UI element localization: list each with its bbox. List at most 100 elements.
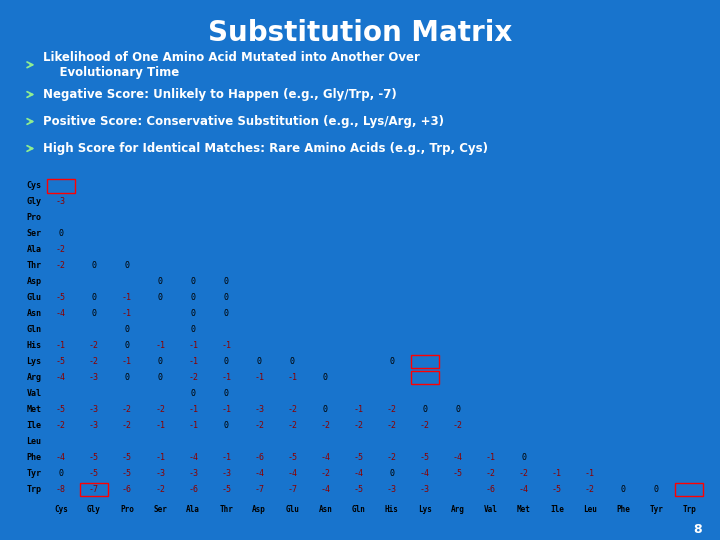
Text: -5: -5	[56, 357, 66, 366]
Text: 1: 1	[91, 325, 96, 334]
Text: 6: 6	[588, 437, 593, 446]
Text: -2: -2	[155, 485, 165, 494]
Text: Gln: Gln	[351, 504, 366, 514]
Text: 4: 4	[488, 421, 493, 430]
Text: 0: 0	[191, 293, 196, 302]
Text: 2: 2	[257, 325, 262, 334]
Text: Trp: Trp	[27, 485, 42, 494]
Text: 4: 4	[488, 389, 493, 399]
Text: 0: 0	[224, 421, 229, 430]
Text: His: His	[384, 504, 398, 514]
Text: Ala: Ala	[27, 245, 42, 254]
Text: -2: -2	[354, 421, 364, 430]
Text: 1: 1	[91, 389, 96, 399]
Text: 2: 2	[389, 437, 394, 446]
Text: -5: -5	[122, 453, 132, 462]
Text: 1: 1	[158, 261, 163, 271]
Text: -1: -1	[188, 405, 198, 414]
Text: -2: -2	[320, 421, 330, 430]
Text: 6: 6	[389, 341, 394, 350]
Text: 8: 8	[693, 523, 702, 536]
Text: 1: 1	[158, 309, 163, 319]
Text: 3: 3	[224, 261, 229, 271]
Text: 1: 1	[125, 389, 130, 399]
Text: 0: 0	[290, 357, 295, 366]
Text: Met: Met	[517, 504, 531, 514]
Text: 2: 2	[58, 389, 63, 399]
Text: 0: 0	[125, 341, 130, 350]
Text: 0: 0	[158, 373, 163, 382]
Text: 0: 0	[323, 405, 328, 414]
Text: 1: 1	[158, 230, 163, 239]
Text: -1: -1	[56, 341, 66, 350]
Text: 0: 0	[191, 309, 196, 319]
Text: 6: 6	[521, 405, 526, 414]
Text: -1: -1	[155, 421, 165, 430]
Text: -2: -2	[420, 421, 430, 430]
Text: -2: -2	[287, 421, 297, 430]
Text: -5: -5	[552, 485, 562, 494]
Text: 3: 3	[58, 213, 63, 222]
Text: 1: 1	[356, 373, 361, 382]
Text: -2: -2	[89, 341, 99, 350]
Text: Val: Val	[484, 504, 498, 514]
Text: Arg: Arg	[451, 504, 464, 514]
Text: -1: -1	[155, 453, 165, 462]
Text: -4: -4	[287, 469, 297, 478]
Text: 5: 5	[422, 357, 427, 366]
Text: High Score for Identical Matches: Rare Amino Acids (e.g., Trp, Cys): High Score for Identical Matches: Rare A…	[43, 142, 488, 155]
Text: Cys: Cys	[27, 181, 42, 191]
Text: 3: 3	[158, 437, 163, 446]
Text: 5: 5	[58, 278, 63, 286]
Text: 1: 1	[356, 357, 361, 366]
Text: 3: 3	[323, 437, 328, 446]
Text: -4: -4	[320, 453, 330, 462]
Text: Likelihood of One Amino Acid Mutated into Another Over
    Evolutionary Time: Likelihood of One Amino Acid Mutated int…	[43, 51, 420, 79]
Text: 2: 2	[323, 389, 328, 399]
Text: Asp: Asp	[252, 504, 266, 514]
Text: Ser: Ser	[153, 504, 167, 514]
Text: -2: -2	[519, 469, 528, 478]
Text: -4: -4	[453, 453, 463, 462]
Text: -2: -2	[56, 261, 66, 271]
Text: -6: -6	[122, 485, 132, 494]
Text: Asp: Asp	[27, 278, 42, 286]
Text: -2: -2	[155, 405, 165, 414]
Text: 2: 2	[389, 389, 394, 399]
Text: -3: -3	[89, 373, 99, 382]
Text: 2: 2	[191, 437, 196, 446]
Text: Asn: Asn	[27, 309, 42, 319]
Text: 1: 1	[554, 453, 559, 462]
Text: -2: -2	[122, 405, 132, 414]
Text: -3: -3	[89, 405, 99, 414]
Text: 3: 3	[422, 373, 427, 382]
Text: -5: -5	[89, 469, 99, 478]
Text: -5: -5	[420, 453, 430, 462]
Text: 1: 1	[191, 261, 196, 271]
Text: -2: -2	[188, 373, 198, 382]
Text: 2: 2	[455, 389, 460, 399]
Text: 1: 1	[290, 309, 295, 319]
Text: 6: 6	[125, 213, 130, 222]
Text: 10: 10	[651, 469, 661, 478]
Text: Ile: Ile	[27, 421, 42, 430]
Text: 1: 1	[323, 357, 328, 366]
Text: -5: -5	[354, 453, 364, 462]
Text: 2: 2	[455, 485, 460, 494]
Text: -2: -2	[122, 421, 132, 430]
Text: -1: -1	[155, 341, 165, 350]
Text: Leu: Leu	[583, 504, 597, 514]
Text: 0: 0	[422, 405, 427, 414]
Text: -6: -6	[254, 453, 264, 462]
Text: -1: -1	[552, 469, 562, 478]
Text: 1: 1	[158, 325, 163, 334]
Text: 4: 4	[257, 437, 262, 446]
Text: 5: 5	[554, 421, 559, 430]
Text: -3: -3	[221, 469, 231, 478]
Text: -8: -8	[56, 485, 66, 494]
Text: Phe: Phe	[27, 453, 42, 462]
Text: 0: 0	[654, 485, 659, 494]
Text: -1: -1	[122, 293, 132, 302]
Text: 0: 0	[224, 389, 229, 399]
Text: 0: 0	[224, 278, 229, 286]
